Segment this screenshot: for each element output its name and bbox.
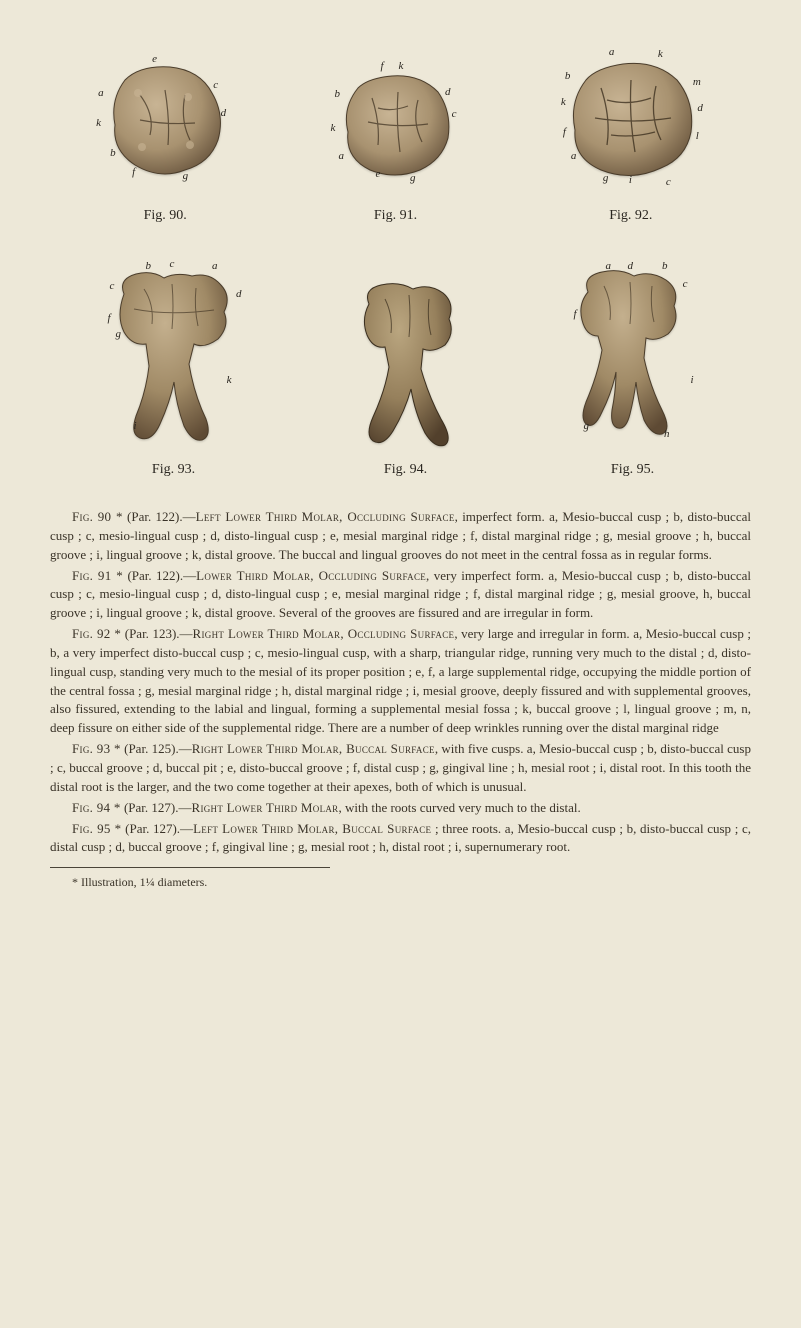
caption-p3: Fig. 92 * (Par. 123).—Right Lower Third … (50, 625, 751, 738)
footnote-divider (50, 867, 330, 868)
tooth-image-95: a d b c f i g h (558, 254, 708, 454)
fig-label-94: Fig. 94. (384, 462, 427, 478)
fig-label-91: Fig. 91. (374, 208, 417, 224)
fig-label-93: Fig. 93. (152, 462, 195, 478)
fig-label-92: Fig. 92. (609, 208, 652, 224)
molar-buccal-icon (94, 254, 254, 454)
figure-93: b c a c d f g k i Fig. 93. (94, 254, 254, 478)
caption-p2: Fig. 91 * (Par. 122).—Lower Third Molar,… (50, 567, 751, 624)
figure-95: a d b c f i g h Fig. 95. (558, 254, 708, 478)
figure-row-1: e a k b c d f g Fig. 90. (50, 40, 751, 224)
figure-row-2: b c a c d f g k i Fig. 93. (50, 254, 751, 478)
figure-91: f k b k a d c e g Fig. 91. (320, 50, 470, 224)
caption-lead: Fig. 93 * (72, 741, 121, 756)
tooth-image-90: e a k b c d f g (90, 45, 240, 200)
caption-text: Fig. 90 * (Par. 122).—Left Lower Third M… (50, 508, 751, 892)
molar-occlusal-icon (320, 50, 470, 200)
tooth-image-94 (341, 269, 471, 454)
caption-lead: Fig. 92 * (72, 626, 121, 641)
fig-label-90: Fig. 90. (144, 208, 187, 224)
caption-lead: Fig. 90 * (72, 509, 123, 524)
figure-90: e a k b c d f g Fig. 90. (90, 45, 240, 224)
caption-p1: Fig. 90 * (Par. 122).—Left Lower Third M… (50, 508, 751, 565)
fig-label-95: Fig. 95. (611, 462, 654, 478)
tooth-image-92: a k b m k d f l a c g i (551, 40, 711, 200)
caption-p4: Fig. 93 * (Par. 125).—Right Lower Third … (50, 740, 751, 797)
molar-buccal-icon (341, 269, 471, 454)
figure-94: Fig. 94. (341, 269, 471, 478)
caption-p6: Fig. 95 * (Par. 127).—Left Lower Third M… (50, 820, 751, 858)
caption-lead: Fig. 95 * (72, 821, 121, 836)
caption-p5: Fig. 94 * (Par. 127).—Right Lower Third … (50, 799, 751, 818)
tooth-image-91: f k b k a d c e g (320, 50, 470, 200)
caption-lead: Fig. 91 * (72, 568, 123, 583)
molar-occlusal-icon (90, 45, 240, 200)
tooth-image-93: b c a c d f g k i (94, 254, 254, 454)
footnote-text: * Illustration, 1¼ diameters. (50, 874, 751, 891)
caption-lead: Fig. 94 * (72, 800, 121, 815)
figure-92: a k b m k d f l a c g i Fig. 92. (551, 40, 711, 224)
